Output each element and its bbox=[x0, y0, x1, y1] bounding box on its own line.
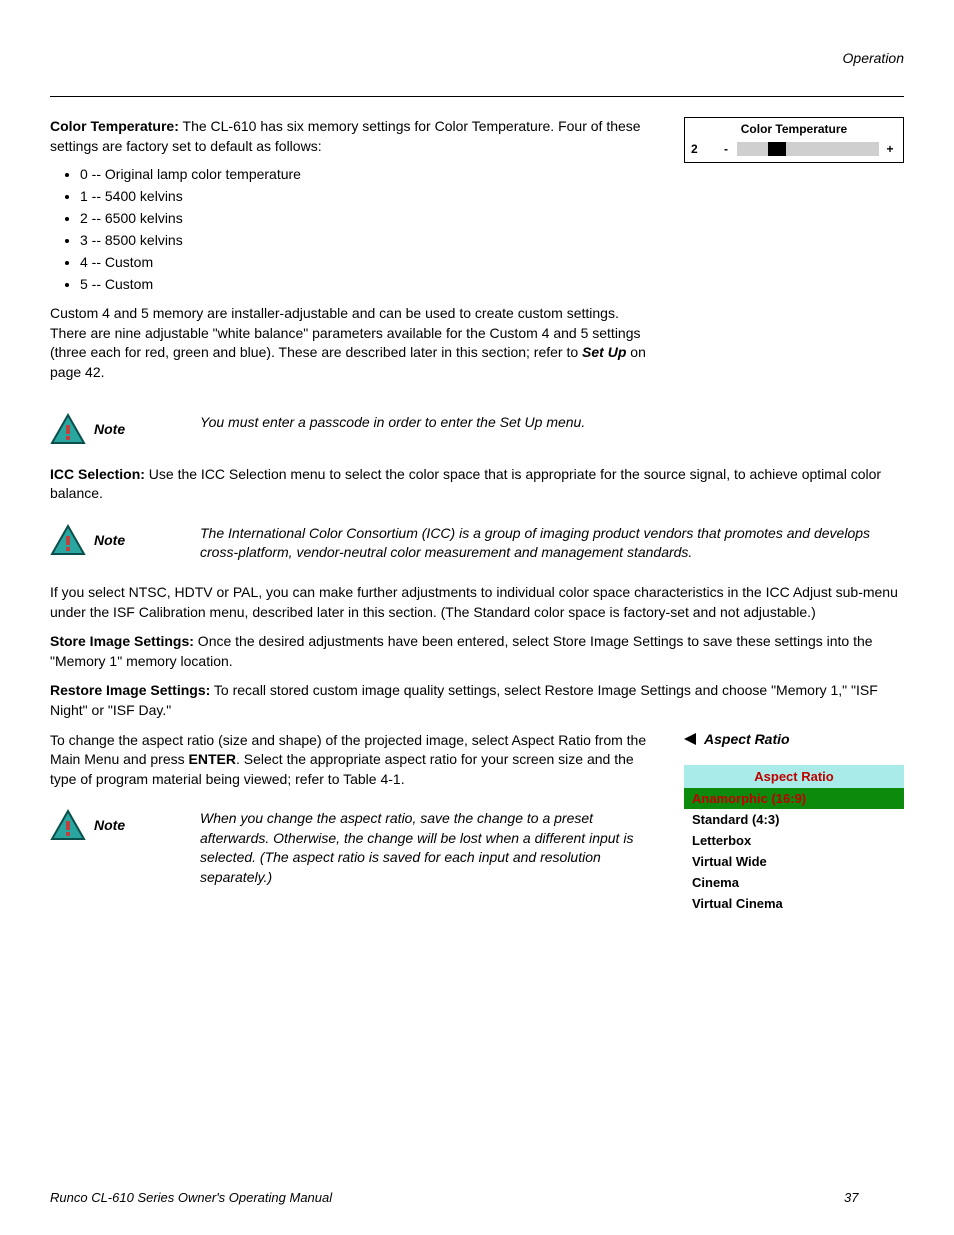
icc-heading: ICC Selection: bbox=[50, 466, 145, 482]
text: Custom 4 and 5 memory are installer-adju… bbox=[50, 305, 641, 360]
note-text: The International Color Consortium (ICC)… bbox=[200, 524, 904, 563]
list-item: 1 -- 5400 kelvins bbox=[80, 188, 654, 204]
section-header: Operation bbox=[50, 50, 904, 66]
aspect-ratio-heading: Aspect Ratio bbox=[684, 731, 904, 747]
store-heading: Store Image Settings: bbox=[50, 633, 194, 649]
store-para: Store Image Settings: Once the desired a… bbox=[50, 632, 904, 671]
ar-menu-item[interactable]: Cinema bbox=[684, 872, 904, 893]
note-icon bbox=[50, 809, 86, 841]
note-block: Note You must enter a passcode in order … bbox=[50, 413, 904, 445]
icc-para: ICC Selection: Use the ICC Selection men… bbox=[50, 465, 904, 504]
ct-plus[interactable]: + bbox=[883, 142, 897, 156]
note-icon bbox=[50, 413, 86, 445]
list-item: 0 -- Original lamp color temperature bbox=[80, 166, 654, 182]
restore-heading: Restore Image Settings: bbox=[50, 682, 210, 698]
setup-ref: Set Up bbox=[582, 344, 626, 360]
note-block: Note The International Color Consortium … bbox=[50, 524, 904, 563]
aspect-para: To change the aspect ratio (size and sha… bbox=[50, 731, 654, 790]
color-temp-para2: Custom 4 and 5 memory are installer-adju… bbox=[50, 304, 654, 382]
color-temp-heading: Color Temperature: bbox=[50, 118, 179, 134]
note-label: Note bbox=[94, 532, 125, 548]
note-block: Note When you change the aspect ratio, s… bbox=[50, 809, 654, 887]
note-icon bbox=[50, 524, 86, 556]
ar-menu-item[interactable]: Virtual Wide bbox=[684, 851, 904, 872]
ct-title: Color Temperature bbox=[685, 118, 903, 140]
ar-menu-title: Aspect Ratio bbox=[684, 765, 904, 788]
note-label: Note bbox=[94, 421, 125, 437]
list-item: 2 -- 6500 kelvins bbox=[80, 210, 654, 226]
ct-value: 2 bbox=[691, 142, 719, 156]
color-temp-intro: Color Temperature: The CL-610 has six me… bbox=[50, 117, 654, 156]
note-text: You must enter a passcode in order to en… bbox=[200, 413, 585, 433]
list-item: 3 -- 8500 kelvins bbox=[80, 232, 654, 248]
ar-menu-item[interactable]: Standard (4:3) bbox=[684, 809, 904, 830]
enter-key: ENTER bbox=[189, 751, 236, 767]
list-item: 4 -- Custom bbox=[80, 254, 654, 270]
ct-slider-block[interactable] bbox=[768, 142, 786, 156]
note-text: When you change the aspect ratio, save t… bbox=[200, 809, 654, 887]
icc-para2: If you select NTSC, HDTV or PAL, you can… bbox=[50, 583, 904, 622]
aspect-ratio-heading-text: Aspect Ratio bbox=[704, 731, 790, 747]
note-label: Note bbox=[94, 817, 125, 833]
footer-title: Runco CL-610 Series Owner's Operating Ma… bbox=[50, 1190, 844, 1205]
rule bbox=[50, 96, 904, 97]
color-temp-widget: Color Temperature 2 - + bbox=[684, 117, 904, 163]
footer: Runco CL-610 Series Owner's Operating Ma… bbox=[50, 1190, 904, 1205]
list-item: 5 -- Custom bbox=[80, 276, 654, 292]
ar-menu-item[interactable]: Virtual Cinema bbox=[684, 893, 904, 914]
icc-text: Use the ICC Selection menu to select the… bbox=[50, 466, 881, 502]
ar-menu-item[interactable]: Letterbox bbox=[684, 830, 904, 851]
ct-bar[interactable] bbox=[737, 142, 879, 156]
page-number: 37 bbox=[844, 1190, 904, 1205]
aspect-ratio-menu: Aspect Ratio Anamorphic (16:9) Standard … bbox=[684, 765, 904, 914]
color-temp-list: 0 -- Original lamp color temperature 1 -… bbox=[50, 166, 654, 292]
ct-minus[interactable]: - bbox=[719, 142, 733, 156]
ar-menu-item[interactable]: Anamorphic (16:9) bbox=[684, 788, 904, 809]
restore-para: Restore Image Settings: To recall stored… bbox=[50, 681, 904, 720]
triangle-left-icon bbox=[684, 733, 696, 745]
